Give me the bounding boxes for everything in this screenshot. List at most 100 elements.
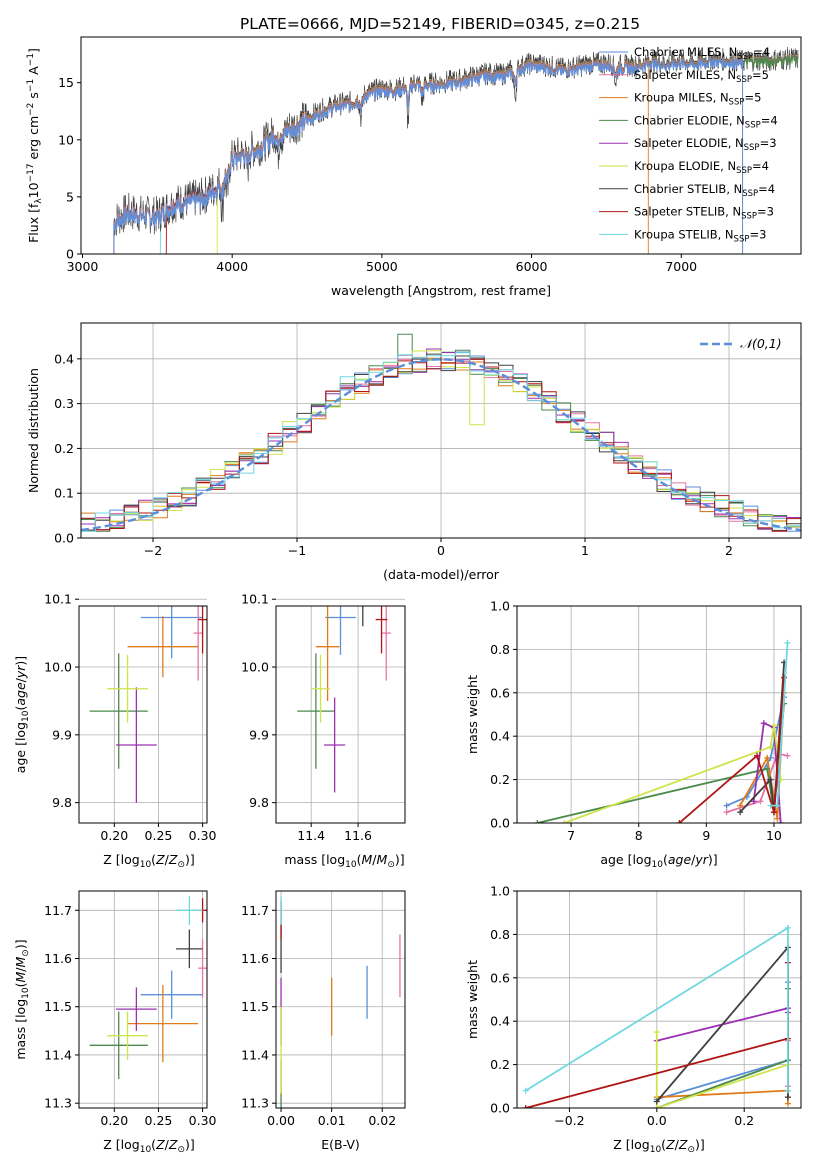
x-axis-label: Z [log10(Z/Z⊙)] [613,1137,705,1155]
axes-spectrum: 3000 4000 5000 6000 7000 0 5 10 15 wavelength [An… [26,36,802,298]
weight-marker [767,802,774,809]
weight-marker [522,1105,529,1108]
weight-marker [676,820,683,823]
y-tick-label: 0.6 [490,970,510,985]
x-axis-label: age [log10(age/yr)] [600,852,717,870]
errorbar-point [315,606,340,701]
x-tick-label: 3000 [67,259,99,274]
errorbar-point [140,970,203,1019]
weight-marker [770,722,777,729]
panel-age_vs_Z: 0.20 0.25 0.30 9.8 9.9 10.0 10.1 Z [log10(Z/Z⊙)… [13,592,217,870]
y-tick-label: 0.2 [490,772,510,787]
axes-age_vs_Z: 0.20 0.25 0.30 9.8 9.9 10.0 10.1 Z [log10(Z/Z⊙)… [13,592,217,870]
panel-mass_vs_Z: 0.20 0.25 0.30 11.3 11.4 11.5 11.6 11.7 Z [log10… [13,890,217,1155]
y-tick-label: 9.9 [249,727,269,742]
errorbar-point [107,1011,148,1060]
legend-label: Chabrier ELODIE, NSSP=4 [634,113,778,130]
weight-marker [561,820,568,823]
y-tick-label: 1.0 [490,884,510,899]
errorbar-point [107,654,148,723]
axes-residuals: −2 −1 0 1 2 0.0 0.1 0.2 0.3 0.4 (data-model)/error… [26,322,802,582]
x-tick-label: 8 [635,828,643,843]
x-tick-label: 0.30 [189,828,217,843]
axes-frame [516,605,802,824]
weight-marker [784,1087,791,1094]
y-axis-label: Flux [fλ10−17 erg cm−2 s−1 A−1] [26,48,44,243]
errorbar-point [127,616,199,678]
errorbar-point [140,606,203,659]
errorbar-point [116,987,157,1031]
x-tick-label: 4000 [216,259,248,274]
y-axis-label: mass [log10(M/M⊙)] [13,939,31,1059]
x-tick-label: 9 [702,828,710,843]
axes-age_vs_mass: 11.4 11.6 9.8 9.9 10.0 10.1 mass [log10(M/M⊙)] [241,592,406,870]
x-tick-label: 0.02 [368,1113,396,1128]
y-tick-label: 11.7 [241,903,269,918]
y-tick-label: 11.4 [44,1047,72,1062]
legend-residuals: 𝒩(0,1) [700,336,782,351]
plot-area-age_vs_Z [89,606,207,803]
errorbar-point [311,654,330,723]
legend-label: Kroupa STELIB, NSSP=3 [634,227,766,244]
y-tick-label: 11.4 [241,1047,269,1062]
y-tick-label: 0.2 [490,1057,510,1072]
y-tick-label: 0.0 [490,816,510,831]
legend-spectrum: Chabrier MILES, NSSP=4 Salpeter MILES, NS… [599,45,778,244]
axes-mass_vs_ebv: 0.00 0.01 0.02 11.3 11.4 11.5 11.6 11.7 E(B-V) [241,890,406,1152]
weight-marker [764,754,771,761]
figure-title: PLATE=0666, MJD=52149, FIBERID=0345, z=0… [240,15,640,33]
weight-marker [784,1100,791,1107]
x-axis-label: mass [log10(M/M⊙)] [284,852,404,870]
y-tick-label: 9.8 [249,795,269,810]
axes-frame [275,890,406,1109]
y-tick-label: 0.0 [54,531,74,546]
errorbar-point [324,697,346,793]
x-axis-label: wavelength [Angstrom, rest frame] [331,283,551,298]
weight-marker [534,820,541,823]
y-tick-label: 10.1 [241,592,269,607]
errorbar-point [127,985,199,1063]
y-tick-label: 0.3 [54,396,74,411]
legend-label: Chabrier STELIB, NSSP=4 [634,182,775,199]
y-tick-label: 0 [66,247,74,262]
plot-area-mass_weight_vs_age [534,639,791,823]
weight-marker [760,720,767,727]
y-tick-label: 0.4 [490,1014,510,1029]
y-tick-label: 5 [66,189,74,204]
axes-frame [516,890,802,1109]
x-tick-label: 0.20 [100,1113,128,1128]
normal-curve [81,358,801,532]
histogram-salpeter-stelib [81,358,801,532]
x-tick-label: 11.6 [344,828,372,843]
errorbar-point [325,606,356,655]
x-tick-label: 0.20 [100,828,128,843]
y-tick-label: 9.9 [52,727,72,742]
weight-marker [750,798,757,805]
x-tick-label: 6000 [516,259,548,274]
weight-marker [757,798,764,805]
errorbar-point [381,606,391,681]
weight-marker [770,809,777,816]
y-tick-label: 0.6 [490,685,510,700]
x-tick-label: −2 [144,543,162,558]
x-tick-label: 7000 [665,259,697,274]
y-tick-label: 10.1 [44,592,72,607]
panel-age_vs_mass: 11.4 11.6 9.8 9.9 10.0 10.1 mass [log10(M/M⊙)] [241,592,406,870]
plot-area-mass_weight_vs_Z [522,924,791,1108]
legend-label: Salpeter STELIB, NSSP=3 [634,205,774,222]
y-tick-label: 11.3 [44,1096,72,1111]
x-tick-label: 0.0 [647,1113,667,1128]
y-tick-label: 11.6 [241,951,269,966]
x-tick-label: 10 [766,828,782,843]
x-tick-label: 0.25 [145,1113,173,1128]
panel-residuals: −2 −1 0 1 2 0.0 0.1 0.2 0.3 0.4 (data-model)/error… [26,322,802,582]
x-axis-label: Z [log10(Z/Z⊙)] [103,852,195,870]
y-tick-label: 0.4 [490,729,510,744]
errorbar-point [176,929,203,969]
y-tick-label: 10.0 [241,660,269,675]
weight-marker [774,815,781,822]
weight-marker [522,1087,529,1094]
panel-spectrum: 3000 4000 5000 6000 7000 0 5 10 15 wavelength [An… [26,36,802,298]
histogram-kroupa-stelib [81,352,801,532]
